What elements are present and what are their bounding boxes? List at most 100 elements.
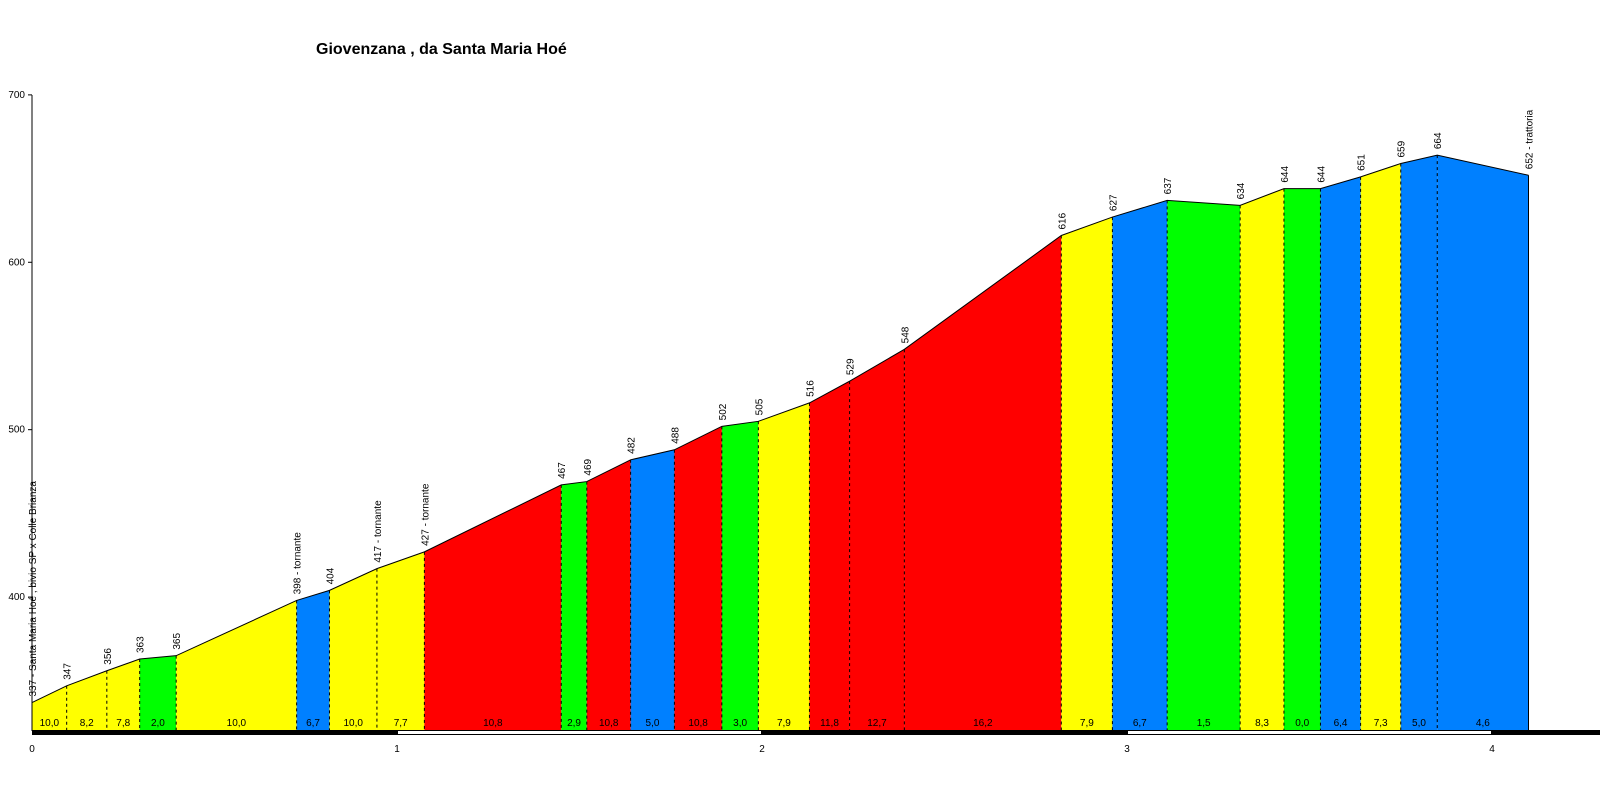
elevation-label: 627 (1108, 194, 1119, 211)
elevation-label: 398 - tornante (293, 532, 304, 595)
gradient-label: 8,2 (80, 718, 94, 729)
gradient-label: 7,8 (116, 718, 130, 729)
gradient-segment (809, 381, 850, 731)
elevation-label: 652 - trattoria (1525, 109, 1536, 169)
gradient-label: 16,2 (973, 718, 993, 729)
gradient-segment (758, 402, 810, 731)
gradient-label: 6,4 (1334, 718, 1348, 729)
elevation-label: 664 (1433, 132, 1444, 149)
gradient-label: 11,8 (820, 718, 839, 729)
gradient-segment (721, 421, 759, 731)
segment-dividers (66, 155, 1438, 731)
elevation-label: 529 (846, 358, 857, 375)
gradient-segment (1167, 200, 1241, 732)
gradient-label: 10,8 (599, 718, 619, 729)
gradient-segment (1240, 188, 1284, 731)
gradient-segment (1400, 155, 1438, 732)
y-tick-label: 500 (8, 425, 25, 436)
x-tick-label: 2 (759, 744, 765, 755)
gradient-label: 7,9 (1080, 718, 1094, 729)
gradient-segments (32, 155, 1529, 732)
gradient-segment (561, 481, 587, 731)
elevation-label: 505 (754, 398, 765, 415)
gradient-segment (1283, 188, 1321, 731)
gradient-segment (66, 670, 107, 731)
y-tick-label: 700 (8, 90, 25, 101)
gradient-label: 5,0 (646, 718, 660, 729)
gradient-segment (106, 659, 140, 731)
gradient-segment (1437, 155, 1529, 732)
axes: 400 500 600 700 0 1 2 3 4 (8, 90, 1600, 755)
gradient-label: 7,3 (1374, 718, 1388, 729)
gradient-segment (674, 426, 722, 731)
gradient-label: 7,9 (777, 718, 791, 729)
gradient-label: 4,6 (1476, 718, 1490, 729)
elevation-label: 516 (805, 380, 816, 397)
elevation-label: 644 (1316, 166, 1327, 183)
gradient-label: 6,7 (1133, 718, 1147, 729)
gradient-segment (176, 600, 297, 731)
gradient-label: 2,9 (567, 718, 581, 729)
gradient-label: 12,7 (867, 718, 887, 729)
profile-line (31, 154, 1529, 703)
gradient-label: 6,7 (306, 718, 320, 729)
elevation-label: 404 (325, 567, 336, 584)
elevation-label: 482 (627, 437, 638, 454)
gradient-segment (296, 590, 330, 731)
gradient-label: 2,0 (151, 718, 165, 729)
elevation-label: 644 (1280, 166, 1291, 183)
elevation-label: 637 (1163, 177, 1174, 194)
gradient-label: 10,0 (227, 718, 247, 729)
x-axis-bar (32, 730, 1600, 735)
gradient-segment (32, 685, 67, 731)
elevation-label: 347 (63, 663, 74, 680)
x-axis-km-band (398, 731, 761, 734)
elevation-labels: 337 - Santa Maria Hoé , bivio SP x Colle… (28, 109, 1536, 696)
elevation-label: 634 (1236, 182, 1247, 199)
x-tick-label: 0 (29, 744, 35, 755)
chart-title: Giovenzana , da Santa Maria Hoé (316, 41, 567, 58)
gradient-label: 10,8 (483, 718, 503, 729)
gradient-segment (1320, 176, 1361, 731)
x-tick-label: 3 (1124, 744, 1130, 755)
elevation-label: 502 (718, 403, 729, 420)
gradient-segment (1360, 163, 1401, 731)
gradient-label: 10,8 (688, 718, 708, 729)
elevation-label: 417 - tornante (373, 500, 384, 563)
x-tick-label: 4 (1489, 744, 1495, 755)
gradient-label: 3,0 (733, 718, 747, 729)
gradient-label: 7,7 (394, 718, 408, 729)
gradient-label: 8,3 (1255, 718, 1269, 729)
gradient-label: 10,0 (40, 718, 60, 729)
elevation-label: 467 (557, 462, 568, 479)
elevation-label: 337 - Santa Maria Hoé , bivio SP x Colle… (28, 481, 39, 697)
elevation-label: 356 (103, 648, 114, 665)
profile-outline (31, 154, 1529, 731)
x-tick-label: 1 (394, 744, 400, 755)
elevation-label: 363 (136, 636, 147, 653)
elevation-label: 427 - tornante (420, 483, 431, 546)
gradient-label: 10,0 (343, 718, 363, 729)
gradient-label: 1,5 (1197, 718, 1211, 729)
gradient-label: 5,0 (1412, 718, 1426, 729)
elevation-label: 659 (1397, 140, 1408, 157)
elevation-label: 616 (1057, 212, 1068, 229)
elevation-label: 365 (172, 633, 183, 650)
gradient-segment (586, 459, 631, 731)
elevation-label: 469 (583, 458, 594, 475)
gradient-labels: 10,0 8,2 7,8 2,0 10,0 6,7 10,0 7,7 10,8 2,9 10,8 5,… (40, 718, 1491, 729)
elevation-label: 548 (900, 326, 911, 343)
x-axis-km-band (1128, 731, 1491, 734)
gradient-segment (1061, 217, 1113, 731)
gradient-segment (139, 655, 177, 731)
gradient-segment (329, 568, 377, 731)
gradient-segment (376, 551, 425, 731)
y-tick-label: 600 (8, 257, 25, 268)
elevation-label: 488 (670, 427, 681, 444)
y-tick-label: 400 (8, 592, 25, 603)
gradient-label: 0,0 (1295, 718, 1309, 729)
gradient-segment (630, 449, 675, 731)
elevation-label: 651 (1357, 154, 1368, 171)
gradient-segment (849, 349, 905, 731)
